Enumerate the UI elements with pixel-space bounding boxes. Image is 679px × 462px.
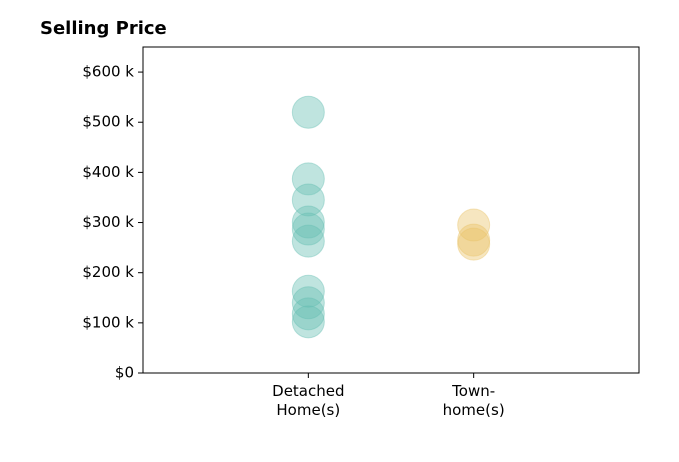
point xyxy=(291,305,325,339)
x-tick-label: Detached Home(s) xyxy=(272,382,345,419)
y-tick-label: $600 k xyxy=(82,63,134,81)
y-tick-label: $400 k xyxy=(82,163,134,181)
y-tick-label: $300 k xyxy=(82,213,134,231)
point xyxy=(291,286,325,320)
plot-frame xyxy=(142,46,640,374)
point xyxy=(291,95,325,129)
y-tick-label: $0 xyxy=(115,364,134,382)
y-tick-label: $100 k xyxy=(82,313,134,331)
point xyxy=(291,205,325,239)
point xyxy=(291,183,325,217)
point xyxy=(457,208,491,242)
point xyxy=(291,297,325,331)
point xyxy=(457,223,491,257)
y-tick-label: $200 k xyxy=(82,263,134,281)
point xyxy=(457,227,491,261)
y-tick-label: $500 k xyxy=(82,113,134,131)
point xyxy=(291,224,325,258)
chart-title: Selling Price xyxy=(40,18,167,39)
point xyxy=(291,162,325,196)
point xyxy=(291,212,325,246)
x-tick-label: Town- home(s) xyxy=(442,382,505,419)
point xyxy=(291,274,325,308)
